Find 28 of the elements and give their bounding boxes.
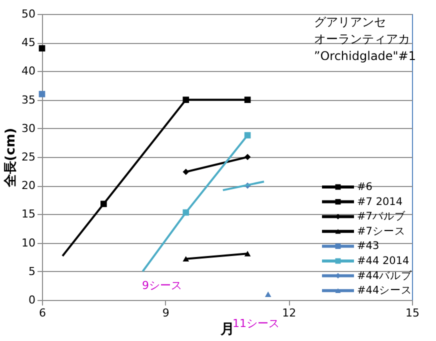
y-tick-label: 0: [28, 294, 36, 306]
y-tick-label: 25: [22, 150, 36, 164]
x-tick-label: 9: [162, 306, 170, 320]
legend-label: #44 2014: [357, 255, 410, 267]
legend-label: #43: [357, 240, 380, 252]
y-tick-label: 45: [22, 36, 36, 50]
x-tick-label: 15: [406, 306, 420, 320]
y-tick-label: 30: [22, 122, 36, 135]
x-tick-label: 12: [282, 306, 296, 320]
legend-label: #6: [357, 181, 373, 193]
legend-label: #7 2014: [357, 196, 403, 208]
y-tick-label: 40: [22, 64, 36, 78]
legend-label: #44シース: [357, 284, 412, 297]
legend-label: #7バルブ: [357, 210, 406, 223]
y-tick-label: 20: [22, 179, 36, 192]
text: 11シース: [232, 317, 280, 330]
text: グアリアンセオーランティアカ: [314, 15, 410, 46]
x-tick-label: 6: [39, 306, 46, 320]
y-axis-title: 全長(cm): [4, 128, 19, 188]
annotation: 9シース: [142, 279, 182, 292]
y-tick-label: 5: [28, 264, 36, 278]
y-tick-label: 50: [22, 8, 36, 20]
x-axis-title: 月: [220, 322, 234, 338]
y-tick-label: 35: [22, 93, 36, 106]
y-tick-label: 10: [22, 236, 36, 250]
y-tick-label: 15: [22, 208, 36, 221]
legend-label: #7シース: [357, 225, 406, 238]
legend-label: #44バルブ: [357, 268, 414, 282]
